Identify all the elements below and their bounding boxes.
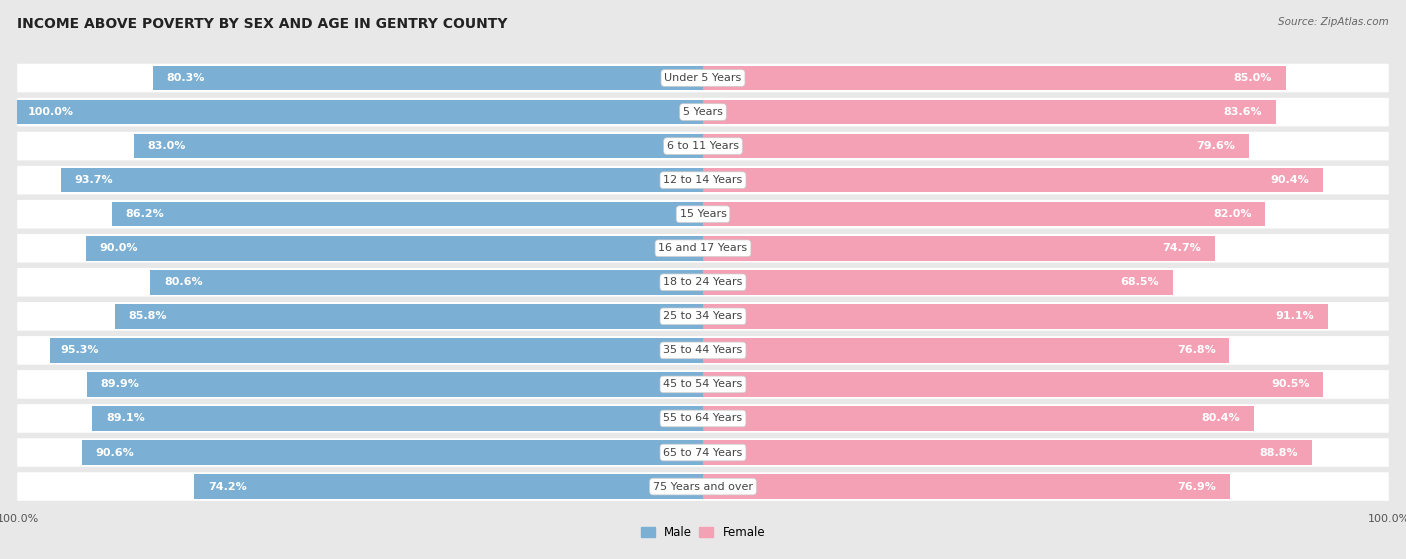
FancyBboxPatch shape bbox=[17, 98, 1389, 126]
Text: 95.3%: 95.3% bbox=[60, 345, 98, 356]
Bar bbox=[703, 440, 1312, 465]
Text: INCOME ABOVE POVERTY BY SEX AND AGE IN GENTRY COUNTY: INCOME ABOVE POVERTY BY SEX AND AGE IN G… bbox=[17, 17, 508, 31]
Text: 82.0%: 82.0% bbox=[1213, 209, 1251, 219]
Text: 18 to 24 Years: 18 to 24 Years bbox=[664, 277, 742, 287]
Bar bbox=[115, 304, 703, 329]
Text: 89.1%: 89.1% bbox=[105, 414, 145, 424]
Text: 90.6%: 90.6% bbox=[96, 448, 135, 457]
Text: 5 Years: 5 Years bbox=[683, 107, 723, 117]
Text: Under 5 Years: Under 5 Years bbox=[665, 73, 741, 83]
FancyBboxPatch shape bbox=[17, 234, 1389, 263]
Text: 45 to 54 Years: 45 to 54 Years bbox=[664, 380, 742, 390]
Bar bbox=[703, 202, 1265, 226]
FancyBboxPatch shape bbox=[17, 438, 1389, 467]
Bar bbox=[87, 372, 703, 397]
Text: 15 Years: 15 Years bbox=[679, 209, 727, 219]
Text: Source: ZipAtlas.com: Source: ZipAtlas.com bbox=[1278, 17, 1389, 27]
Text: 88.8%: 88.8% bbox=[1260, 448, 1298, 457]
Bar bbox=[703, 372, 1323, 397]
Text: 55 to 64 Years: 55 to 64 Years bbox=[664, 414, 742, 424]
Bar bbox=[150, 270, 703, 295]
Legend: Male, Female: Male, Female bbox=[636, 521, 770, 543]
FancyBboxPatch shape bbox=[17, 64, 1389, 92]
Text: 91.1%: 91.1% bbox=[1275, 311, 1313, 321]
Bar bbox=[86, 236, 703, 260]
FancyBboxPatch shape bbox=[17, 472, 1389, 501]
Text: 90.5%: 90.5% bbox=[1271, 380, 1309, 390]
Text: 25 to 34 Years: 25 to 34 Years bbox=[664, 311, 742, 321]
Text: 86.2%: 86.2% bbox=[125, 209, 165, 219]
Text: 85.0%: 85.0% bbox=[1233, 73, 1272, 83]
Text: 90.0%: 90.0% bbox=[100, 243, 138, 253]
FancyBboxPatch shape bbox=[17, 404, 1389, 433]
Bar bbox=[134, 134, 703, 158]
Bar bbox=[703, 236, 1215, 260]
Text: 6 to 11 Years: 6 to 11 Years bbox=[666, 141, 740, 151]
Bar bbox=[703, 100, 1277, 124]
Text: 75 Years and over: 75 Years and over bbox=[652, 481, 754, 491]
FancyBboxPatch shape bbox=[17, 166, 1389, 195]
Text: 85.8%: 85.8% bbox=[128, 311, 167, 321]
Text: 16 and 17 Years: 16 and 17 Years bbox=[658, 243, 748, 253]
Bar bbox=[194, 474, 703, 499]
Text: 79.6%: 79.6% bbox=[1197, 141, 1234, 151]
Bar bbox=[703, 66, 1285, 91]
Text: 74.2%: 74.2% bbox=[208, 481, 247, 491]
Text: 89.9%: 89.9% bbox=[100, 380, 139, 390]
FancyBboxPatch shape bbox=[17, 302, 1389, 330]
Bar bbox=[703, 406, 1254, 431]
Text: 100.0%: 100.0% bbox=[28, 107, 73, 117]
Bar bbox=[703, 304, 1327, 329]
Bar bbox=[49, 338, 703, 363]
Text: 76.9%: 76.9% bbox=[1178, 481, 1216, 491]
Text: 80.4%: 80.4% bbox=[1202, 414, 1240, 424]
Bar bbox=[152, 66, 703, 91]
Text: 80.3%: 80.3% bbox=[166, 73, 205, 83]
Text: 83.0%: 83.0% bbox=[148, 141, 186, 151]
Text: 65 to 74 Years: 65 to 74 Years bbox=[664, 448, 742, 457]
FancyBboxPatch shape bbox=[17, 336, 1389, 364]
Text: 76.8%: 76.8% bbox=[1177, 345, 1216, 356]
Bar bbox=[112, 202, 703, 226]
Text: 80.6%: 80.6% bbox=[165, 277, 202, 287]
Bar bbox=[703, 134, 1249, 158]
Text: 90.4%: 90.4% bbox=[1270, 175, 1309, 185]
Text: 74.7%: 74.7% bbox=[1163, 243, 1201, 253]
Bar bbox=[703, 338, 1229, 363]
FancyBboxPatch shape bbox=[17, 370, 1389, 399]
FancyBboxPatch shape bbox=[17, 268, 1389, 297]
Bar bbox=[703, 474, 1230, 499]
Bar bbox=[60, 168, 703, 192]
Text: 93.7%: 93.7% bbox=[75, 175, 112, 185]
Text: 83.6%: 83.6% bbox=[1223, 107, 1263, 117]
Text: 12 to 14 Years: 12 to 14 Years bbox=[664, 175, 742, 185]
Text: 68.5%: 68.5% bbox=[1121, 277, 1159, 287]
Bar bbox=[82, 440, 703, 465]
Bar bbox=[703, 168, 1323, 192]
Text: 35 to 44 Years: 35 to 44 Years bbox=[664, 345, 742, 356]
Bar bbox=[93, 406, 703, 431]
Bar bbox=[17, 100, 703, 124]
FancyBboxPatch shape bbox=[17, 132, 1389, 160]
FancyBboxPatch shape bbox=[17, 200, 1389, 229]
Bar bbox=[703, 270, 1173, 295]
